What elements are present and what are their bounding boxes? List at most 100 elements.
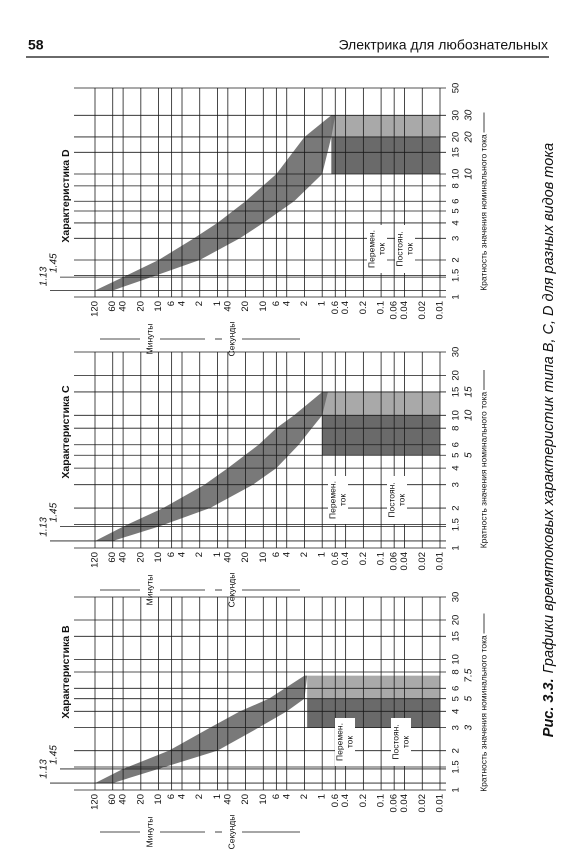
time-tick-label: 6: [271, 552, 282, 557]
time-tick-label: 6: [166, 552, 177, 557]
annotation-bg: [345, 718, 355, 766]
annotation-bg: [367, 225, 377, 273]
ac-trip-zone: [331, 136, 440, 174]
time-tick-label: 10: [153, 794, 164, 805]
time-tick-label: 40: [222, 794, 233, 805]
time-tick-label: 2: [299, 794, 310, 799]
time-tick-label: 120: [90, 794, 101, 810]
multiple-tick-label: 6: [451, 442, 462, 447]
multiple-tick-label: 20: [451, 132, 462, 143]
multiple-tick-label: 2: [451, 505, 462, 510]
time-tick-label: 0.4: [340, 301, 351, 314]
time-tick-label: 0.4: [340, 552, 351, 565]
multiple-tick-label: 5: [451, 453, 462, 458]
time-tick-label: 10: [153, 552, 164, 563]
time-tick-label: 0.01: [435, 301, 446, 320]
time-tick-label: 0.04: [399, 794, 410, 813]
time-tick-label: 6: [166, 301, 177, 306]
time-tick-label: 0.06: [389, 301, 400, 320]
reference-label: 1.13: [39, 759, 50, 779]
time-tick-label: 60: [107, 301, 118, 312]
ac-trip-zone: [307, 698, 440, 728]
annotation-bg: [387, 476, 397, 524]
time-tick-label: 4: [177, 794, 188, 799]
time-tick-label: 40: [222, 301, 233, 312]
time-tick-label: 0.6: [330, 794, 341, 807]
time-tick-label: 20: [135, 301, 146, 312]
multiple-tick-label: 4: [451, 220, 462, 225]
multiple-tick-label: 1.5: [451, 269, 462, 282]
annotation: Постоян.: [390, 724, 400, 759]
chart-title: Характеристика D: [60, 149, 72, 243]
time-tick-label: 2: [194, 794, 205, 799]
annotation: Перемен.: [327, 481, 337, 519]
multiple-tick-label: 3: [451, 482, 462, 487]
chart-panel: 120 60 40 20 10 6 4 2 1 40 20 10 6 4 2 1 0.6 0.4 0.2 0.1 0.0…: [39, 592, 489, 850]
annotation: ток: [344, 736, 354, 749]
time-tick-label: 20: [240, 794, 251, 805]
trip-label: 7.5: [464, 668, 475, 682]
multiple-tick-label: 15: [451, 631, 462, 642]
thermal-band: [95, 391, 328, 541]
axis-label: Кратность значения номинального тока: [478, 391, 488, 548]
multiple-tick-label: 4: [451, 465, 462, 470]
trip-label: 5: [464, 452, 475, 458]
multiple-tick-label: 30: [451, 592, 462, 603]
annotation-bg: [328, 476, 338, 524]
time-tick-label: 0.06: [389, 552, 400, 571]
time-tick-label: 10: [258, 301, 269, 312]
multiple-tick-label: 4: [451, 709, 462, 714]
chart-panel: 120 60 40 20 10 6 4 2 1 40 20 10 6 4 2 1 0.6 0.4 0.2 0.1 0.0…: [39, 347, 489, 608]
time-tick-label: 20: [240, 301, 251, 312]
time-tick-label: 40: [118, 794, 129, 805]
trip-label: 10: [464, 168, 475, 180]
time-tick-label: 1: [212, 301, 223, 306]
page-number: 58: [28, 37, 44, 53]
annotation-bg: [377, 225, 387, 273]
time-tick-label: 4: [281, 552, 292, 557]
multiple-tick-label: 50: [451, 83, 462, 94]
running-title: Электрика для любознательных: [338, 37, 548, 53]
multiple-tick-label: 5: [451, 208, 462, 213]
time-tick-label: 40: [222, 552, 233, 563]
multiple-tick-label: 1: [451, 787, 462, 792]
time-tick-label: 40: [118, 301, 129, 312]
multiple-tick-label: 2: [451, 748, 462, 753]
minutes-label: Минуты: [144, 324, 154, 355]
time-tick-label: 0.06: [389, 794, 400, 813]
figure-caption: Рис. 3.3. Графики времятоковых характерис…: [541, 143, 557, 737]
annotation-bg: [335, 718, 345, 766]
time-tick-label: 0.01: [435, 794, 446, 813]
time-tick-label: 20: [240, 552, 251, 563]
multiple-tick-label: 6: [451, 199, 462, 204]
time-tick-label: 0.6: [330, 301, 341, 314]
time-tick-label: 20: [135, 794, 146, 805]
caption-text: Графики времятоковых характеристик типа …: [541, 143, 557, 674]
time-tick-label: 0.04: [399, 552, 410, 571]
time-tick-label: 0.1: [376, 301, 387, 314]
time-tick-label: 10: [258, 794, 269, 805]
seconds-label: Секунды: [226, 815, 236, 850]
reference-label: 1.13: [39, 517, 50, 537]
annotation-bg: [397, 476, 407, 524]
time-tick-label: 0.02: [417, 552, 428, 571]
thermal-band: [95, 115, 336, 291]
multiple-tick-label: 3: [451, 236, 462, 241]
time-tick-label: 2: [194, 552, 205, 557]
time-tick-label: 10: [258, 552, 269, 563]
time-tick-label: 20: [135, 552, 146, 563]
annotation: Перемен.: [334, 723, 344, 761]
minutes-label: Минуты: [144, 575, 154, 606]
time-tick-label: 4: [281, 794, 292, 799]
trip-label: 20: [464, 131, 475, 144]
multiple-tick-label: 8: [451, 426, 462, 431]
time-tick-label: 2: [299, 301, 310, 306]
reference-label: 1.45: [49, 502, 60, 522]
multiple-tick-label: 10: [451, 169, 462, 180]
annotation: ток: [396, 494, 406, 507]
axis-label: Кратность значения номинального тока: [478, 134, 488, 291]
time-tick-label: 40: [118, 552, 129, 563]
time-tick-label: 0.01: [435, 552, 446, 571]
annotation: ток: [376, 243, 386, 256]
